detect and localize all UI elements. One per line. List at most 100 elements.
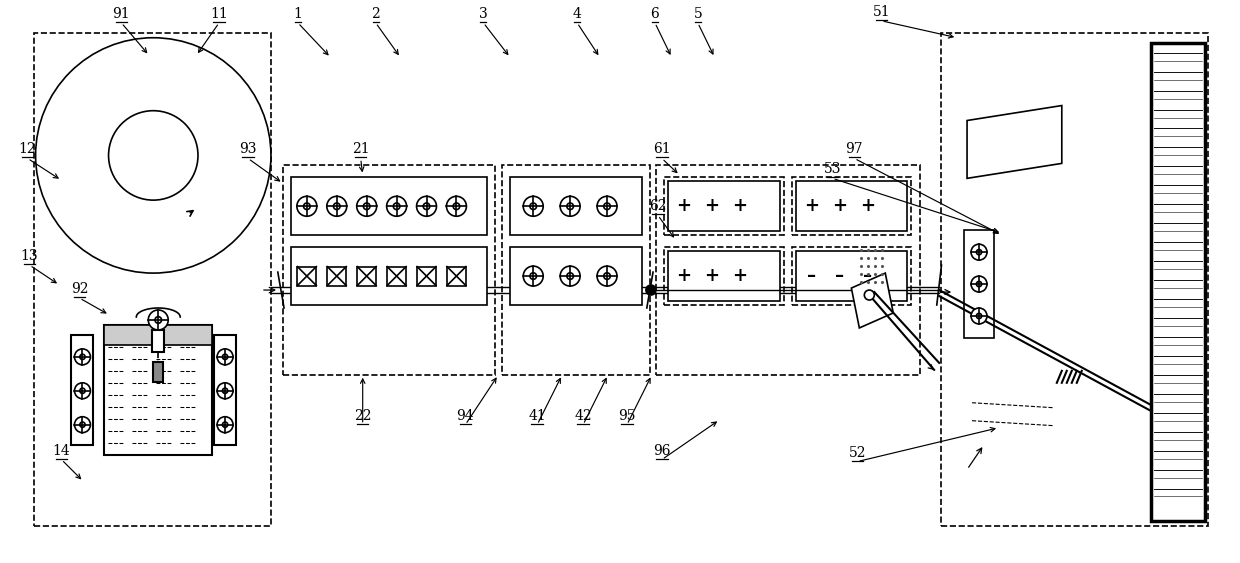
Circle shape <box>393 203 399 209</box>
Text: 21: 21 <box>352 142 370 157</box>
Circle shape <box>971 308 987 324</box>
Bar <box>796 251 908 301</box>
Circle shape <box>976 314 982 319</box>
Circle shape <box>79 422 86 427</box>
Text: –: – <box>807 267 816 285</box>
Bar <box>417 267 436 285</box>
Text: +: + <box>804 197 818 215</box>
Circle shape <box>296 196 317 216</box>
Circle shape <box>567 273 573 279</box>
Circle shape <box>74 383 91 399</box>
Bar <box>511 247 642 305</box>
Text: +: + <box>704 197 719 215</box>
Circle shape <box>79 388 86 394</box>
Circle shape <box>149 310 169 330</box>
Bar <box>663 247 784 305</box>
Text: 53: 53 <box>823 162 841 176</box>
Circle shape <box>217 383 233 399</box>
Circle shape <box>423 203 430 209</box>
Bar <box>357 267 376 285</box>
Text: 41: 41 <box>528 409 546 423</box>
Circle shape <box>567 203 573 209</box>
Circle shape <box>222 388 228 394</box>
Circle shape <box>222 422 228 427</box>
Text: 3: 3 <box>479 7 487 21</box>
Text: +: + <box>676 267 692 285</box>
Text: +: + <box>859 197 875 215</box>
Circle shape <box>864 290 874 300</box>
Bar <box>72 335 93 445</box>
Text: 22: 22 <box>353 409 372 423</box>
Circle shape <box>36 38 272 273</box>
Text: +: + <box>732 267 748 285</box>
Circle shape <box>529 273 537 279</box>
Circle shape <box>453 203 460 209</box>
Text: 52: 52 <box>848 445 866 459</box>
Text: 13: 13 <box>21 249 38 263</box>
Text: 61: 61 <box>653 142 671 157</box>
Bar <box>215 335 236 445</box>
Bar <box>663 177 784 235</box>
Text: 93: 93 <box>239 142 257 157</box>
Text: +: + <box>732 197 748 215</box>
Circle shape <box>79 354 86 360</box>
Text: 4: 4 <box>573 7 582 21</box>
Circle shape <box>976 249 982 255</box>
Text: +: + <box>832 197 847 215</box>
Text: 92: 92 <box>71 282 88 296</box>
Text: 14: 14 <box>52 444 71 458</box>
Polygon shape <box>967 105 1061 178</box>
Text: +: + <box>676 197 692 215</box>
Circle shape <box>446 196 466 216</box>
Text: 2: 2 <box>371 7 379 21</box>
Bar <box>104 325 212 345</box>
Bar <box>283 166 495 375</box>
Text: –: – <box>863 267 872 285</box>
Text: –: – <box>835 267 844 285</box>
Bar <box>963 230 994 338</box>
Circle shape <box>971 276 987 292</box>
Text: 94: 94 <box>456 409 474 423</box>
Text: 11: 11 <box>211 7 228 21</box>
Bar <box>668 251 780 301</box>
Circle shape <box>357 196 377 216</box>
Bar <box>291 247 487 305</box>
Bar <box>796 181 908 231</box>
Circle shape <box>976 282 982 287</box>
Circle shape <box>646 285 656 295</box>
Bar <box>327 267 346 285</box>
Circle shape <box>529 203 537 209</box>
Circle shape <box>604 203 610 209</box>
Circle shape <box>304 203 310 209</box>
Text: 1: 1 <box>294 7 303 21</box>
Bar <box>668 181 780 231</box>
Text: 95: 95 <box>619 409 636 423</box>
Circle shape <box>598 266 618 286</box>
Text: 12: 12 <box>19 142 36 157</box>
Circle shape <box>334 203 340 209</box>
Text: +: + <box>704 267 719 285</box>
Text: 97: 97 <box>846 142 863 157</box>
Bar <box>656 166 920 375</box>
Text: 91: 91 <box>113 7 130 21</box>
Text: 6: 6 <box>651 7 660 21</box>
Circle shape <box>523 196 543 216</box>
Text: 42: 42 <box>574 409 591 423</box>
Circle shape <box>217 349 233 365</box>
Circle shape <box>523 266 543 286</box>
Bar <box>791 177 911 235</box>
Circle shape <box>327 196 347 216</box>
Bar <box>33 33 272 526</box>
Bar <box>291 177 487 235</box>
Bar <box>154 362 164 382</box>
Text: 51: 51 <box>873 5 890 19</box>
Polygon shape <box>852 273 893 328</box>
Text: 96: 96 <box>653 444 671 458</box>
Bar <box>153 330 164 352</box>
Bar <box>941 33 1209 526</box>
Circle shape <box>109 111 198 200</box>
Circle shape <box>604 273 610 279</box>
Circle shape <box>598 196 618 216</box>
Circle shape <box>560 196 580 216</box>
Circle shape <box>155 316 161 323</box>
